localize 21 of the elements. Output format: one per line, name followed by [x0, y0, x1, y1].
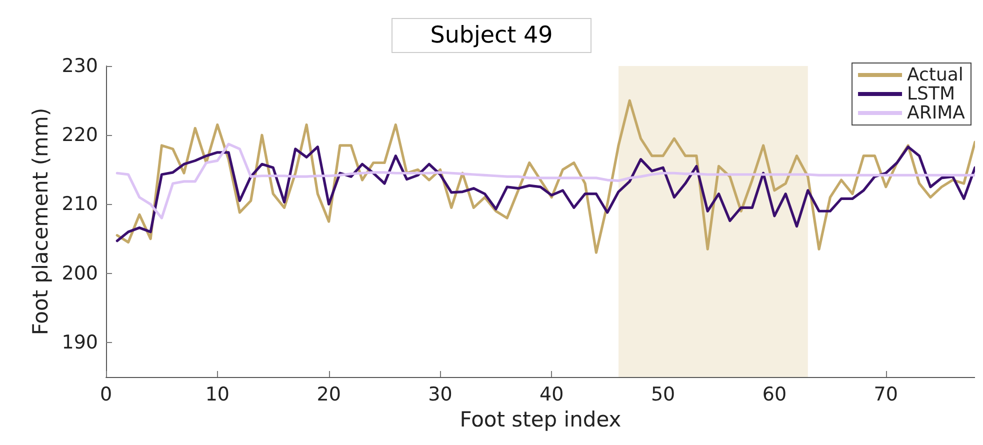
y-tick-label: 220: [62, 124, 98, 146]
x-tick-label: 10: [205, 384, 230, 406]
legend-label: ARIMA: [907, 102, 966, 124]
y-axis-title: Foot placement (mm): [28, 108, 52, 336]
legend-label: LSTM: [907, 84, 956, 104]
x-tick-label: 30: [428, 384, 452, 406]
y-tick-label: 210: [62, 193, 98, 216]
x-tick-label: 40: [540, 384, 564, 406]
y-tick-label: 200: [62, 262, 98, 284]
y-tick-label: 190: [62, 331, 98, 354]
x-tick-label: 60: [762, 384, 787, 406]
y-tick-label: 230: [62, 55, 98, 77]
x-tick-label: 50: [650, 384, 676, 406]
legend-label: Actual: [907, 64, 964, 86]
chart-title: Subject 49: [430, 22, 553, 48]
line-series: [116, 142, 975, 220]
x-tick-label: 20: [316, 384, 341, 406]
x-axis-title: Foot step index: [460, 407, 622, 432]
x-tick-label: 0: [100, 384, 112, 406]
line-series: [116, 146, 975, 242]
x-tick-label: 70: [874, 384, 898, 406]
